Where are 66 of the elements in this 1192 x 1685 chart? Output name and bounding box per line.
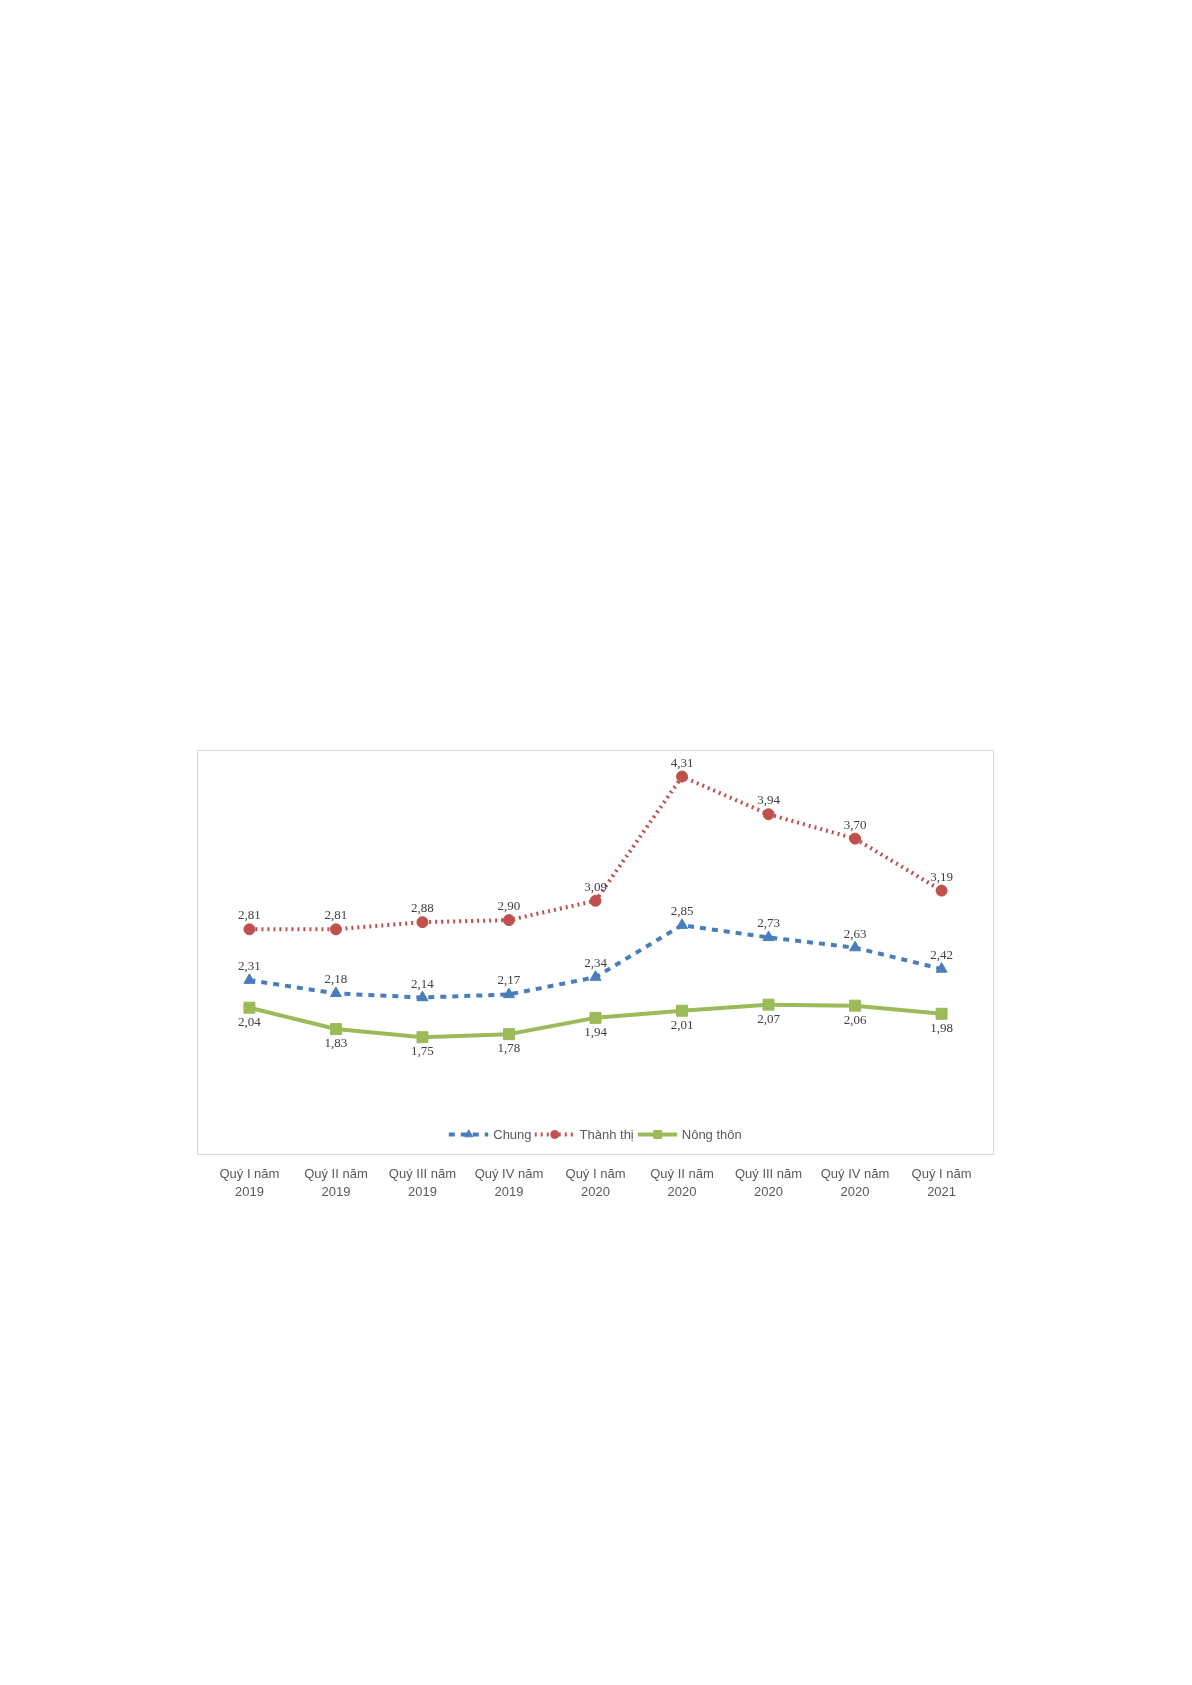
x-tick-label: Quý III năm 2019: [388, 1165, 457, 1199]
data-label: 2,31: [238, 958, 261, 974]
point: [502, 1028, 515, 1041]
legend-label: Chung: [493, 1126, 532, 1142]
point: [243, 973, 256, 984]
point: [243, 1001, 256, 1014]
legend-label: Nông thôn: [681, 1126, 742, 1142]
data-label: 1,83: [324, 1035, 348, 1051]
point: [502, 987, 515, 999]
data-label: 2,42: [930, 946, 953, 962]
data-label: 2,85: [670, 903, 694, 919]
point: [329, 923, 342, 936]
point: [676, 1004, 689, 1017]
point: [849, 999, 862, 1012]
data-label: 2,73: [757, 915, 780, 931]
legend-label: Thành thị: [579, 1126, 634, 1142]
data-label: 2,90: [497, 898, 521, 914]
point: [589, 894, 602, 907]
point: [243, 923, 256, 936]
data-label: 3,09: [584, 878, 607, 894]
data-label: 2,17: [497, 972, 521, 988]
data-label: 3,70: [843, 816, 867, 832]
data-label: 2,63: [843, 925, 867, 941]
point: [676, 918, 689, 929]
x-tick-label: Quý IV năm 2019: [474, 1165, 544, 1199]
point: [762, 998, 775, 1011]
point: [329, 1023, 342, 1036]
point: [416, 1031, 429, 1044]
data-label: 2,18: [324, 971, 348, 987]
x-tick-label: Quý II năm 2019: [304, 1165, 368, 1199]
point: [416, 990, 429, 1002]
point: [849, 940, 862, 952]
data-label: 2,06: [843, 1011, 867, 1027]
point: [762, 808, 775, 821]
point: [935, 1007, 948, 1020]
point: [935, 962, 948, 973]
point: [762, 930, 775, 942]
data-label: 1,98: [930, 1019, 953, 1035]
x-tick-label: Quý III năm 2020: [734, 1165, 803, 1199]
x-tick-label: Quý I năm 2020: [565, 1165, 626, 1199]
data-label: 2,07: [757, 1010, 781, 1026]
data-label: 2,01: [670, 1016, 694, 1032]
point: [849, 832, 862, 845]
point: [416, 916, 429, 929]
x-tick-label: Quý II năm 2020: [650, 1165, 714, 1199]
point: [502, 914, 515, 927]
data-label: 2,81: [324, 907, 348, 923]
data-label: 1,94: [584, 1023, 608, 1039]
point: [589, 970, 602, 981]
data-label: 2,04: [238, 1013, 262, 1029]
x-tick-label: Quý IV năm 2020: [820, 1165, 890, 1199]
point: [935, 884, 948, 897]
data-label: 2,88: [411, 900, 434, 916]
data-label: 2,34: [584, 955, 608, 971]
data-label: 2,81: [238, 907, 261, 923]
point: [589, 1011, 602, 1024]
data-label: 1,75: [411, 1043, 434, 1059]
data-label: 4,31: [670, 754, 694, 770]
x-tick-label: Quý I năm 2021: [911, 1165, 972, 1199]
point: [676, 770, 689, 783]
x-tick-label: Quý I năm 2019: [219, 1165, 280, 1199]
point: [329, 986, 342, 998]
data-label: 2,14: [411, 975, 435, 991]
data-label: 3,94: [757, 792, 781, 808]
data-label: 3,19: [930, 868, 953, 884]
data-label: 1,78: [497, 1040, 521, 1056]
